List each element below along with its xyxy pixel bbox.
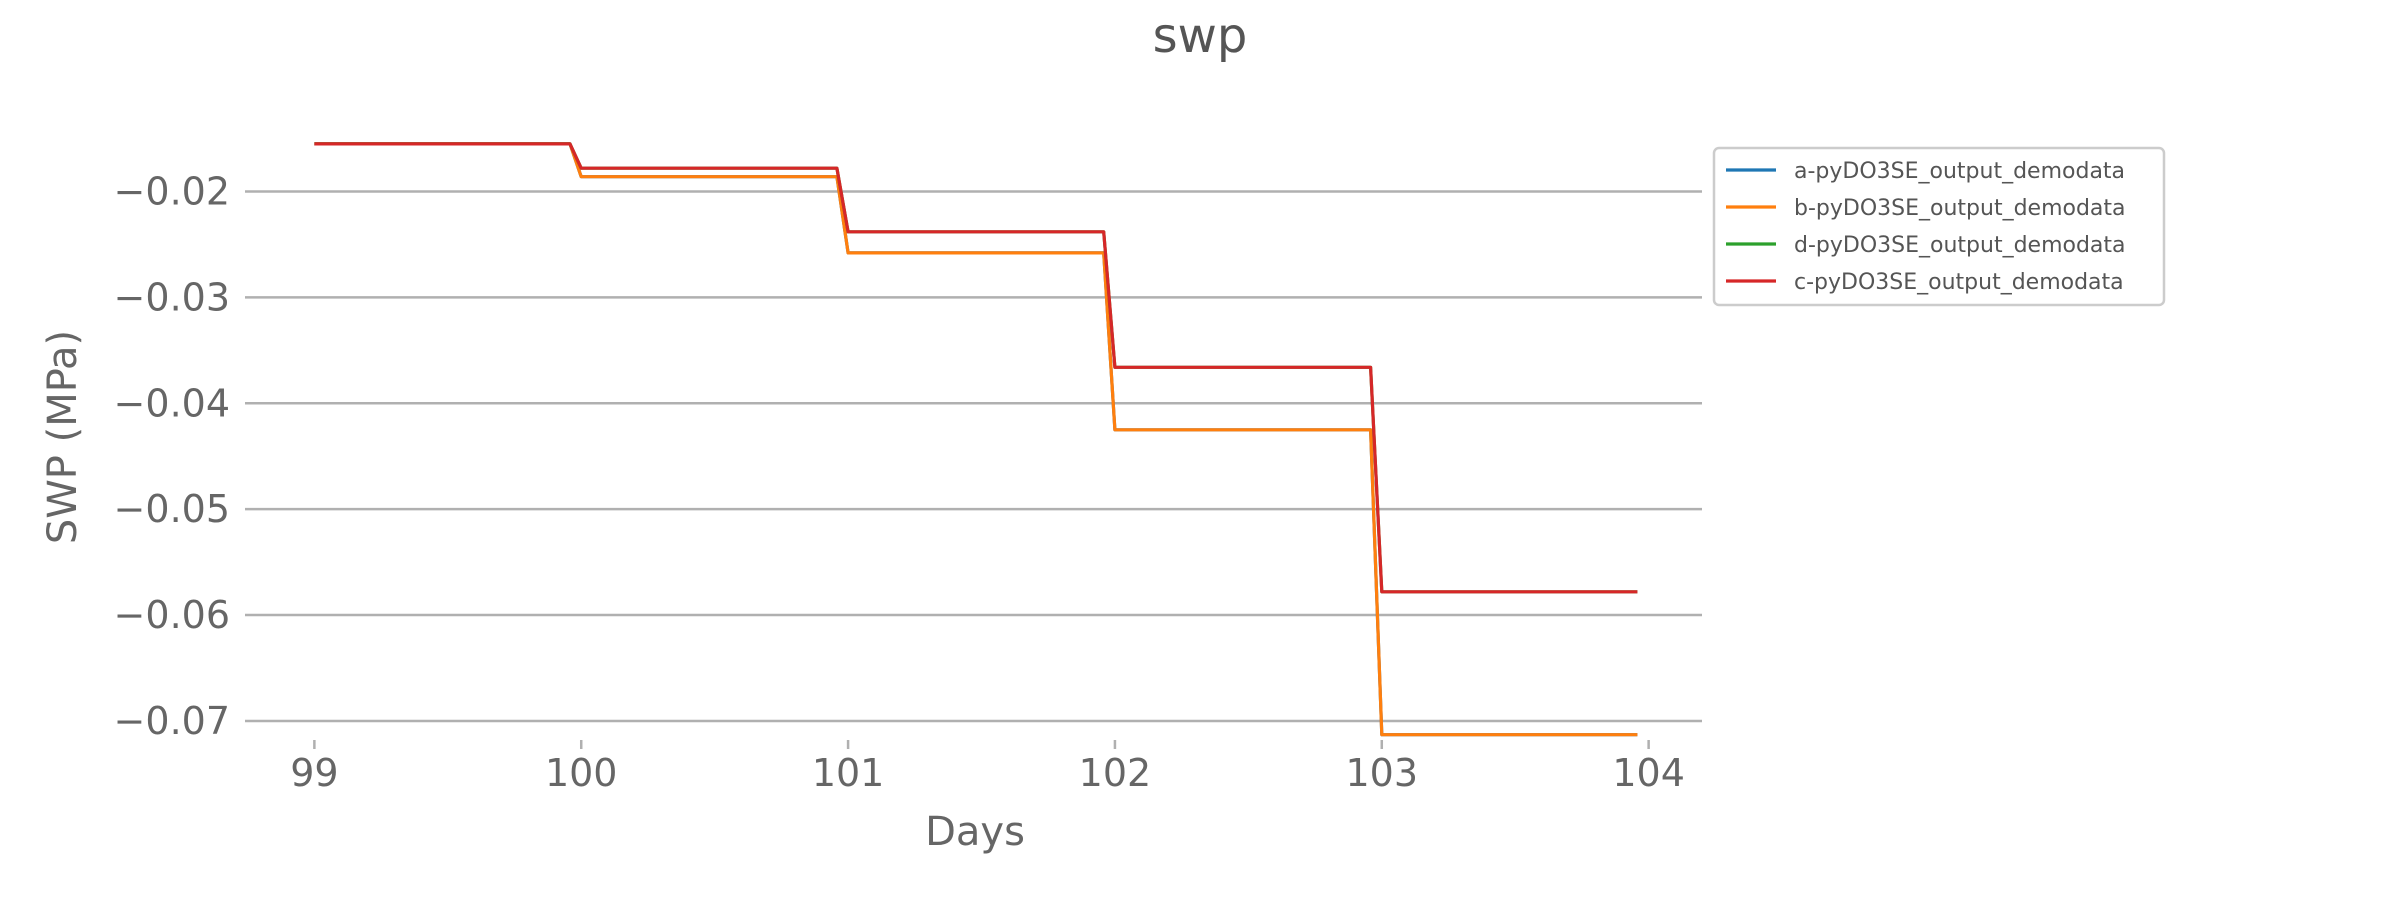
legend-label: a-pyDO3SE_output_demodata xyxy=(1794,159,2125,184)
series-line-d-pyDO3SE_output_demodata xyxy=(314,142,1638,594)
y-tick-label: −0.04 xyxy=(114,381,230,425)
y-axis-label: SWP (MPa) xyxy=(40,330,86,544)
x-tick-label: 99 xyxy=(290,751,338,795)
legend: a-pyDO3SE_output_demodata b-pyDO3SE_outpu… xyxy=(1712,146,2166,307)
x-tick-label: 101 xyxy=(812,751,885,795)
x-tick-label: 102 xyxy=(1079,751,1152,795)
legend-box xyxy=(1712,146,2166,307)
y-tick-label: −0.02 xyxy=(114,170,230,214)
chart-title: swp xyxy=(1153,8,1248,64)
grid-layer xyxy=(245,190,1702,723)
legend-label: d-pyDO3SE_output_demodata xyxy=(1794,233,2126,258)
series-line-b-pyDO3SE_output_demodata xyxy=(314,142,1638,737)
plot-area xyxy=(314,142,1638,737)
y-tick-label: −0.07 xyxy=(114,699,230,743)
x-tick-label: 100 xyxy=(545,751,618,795)
series-line-c-pyDO3SE_output_demodata xyxy=(314,142,1638,594)
y-tick-label: −0.06 xyxy=(114,593,230,637)
y-tick-label: −0.03 xyxy=(114,275,230,319)
x-tick-label: 104 xyxy=(1612,751,1685,795)
x-tick-labels: 99 100 101 102 103 104 xyxy=(290,740,1685,795)
x-axis-label: Days xyxy=(925,809,1025,855)
legend-label: c-pyDO3SE_output_demodata xyxy=(1794,270,2124,295)
y-tick-labels: −0.02 −0.03 −0.04 −0.05 −0.06 −0.07 xyxy=(114,170,230,743)
x-tick-label: 103 xyxy=(1346,751,1419,795)
legend-label: b-pyDO3SE_output_demodata xyxy=(1794,196,2126,221)
y-tick-label: −0.05 xyxy=(114,487,230,531)
